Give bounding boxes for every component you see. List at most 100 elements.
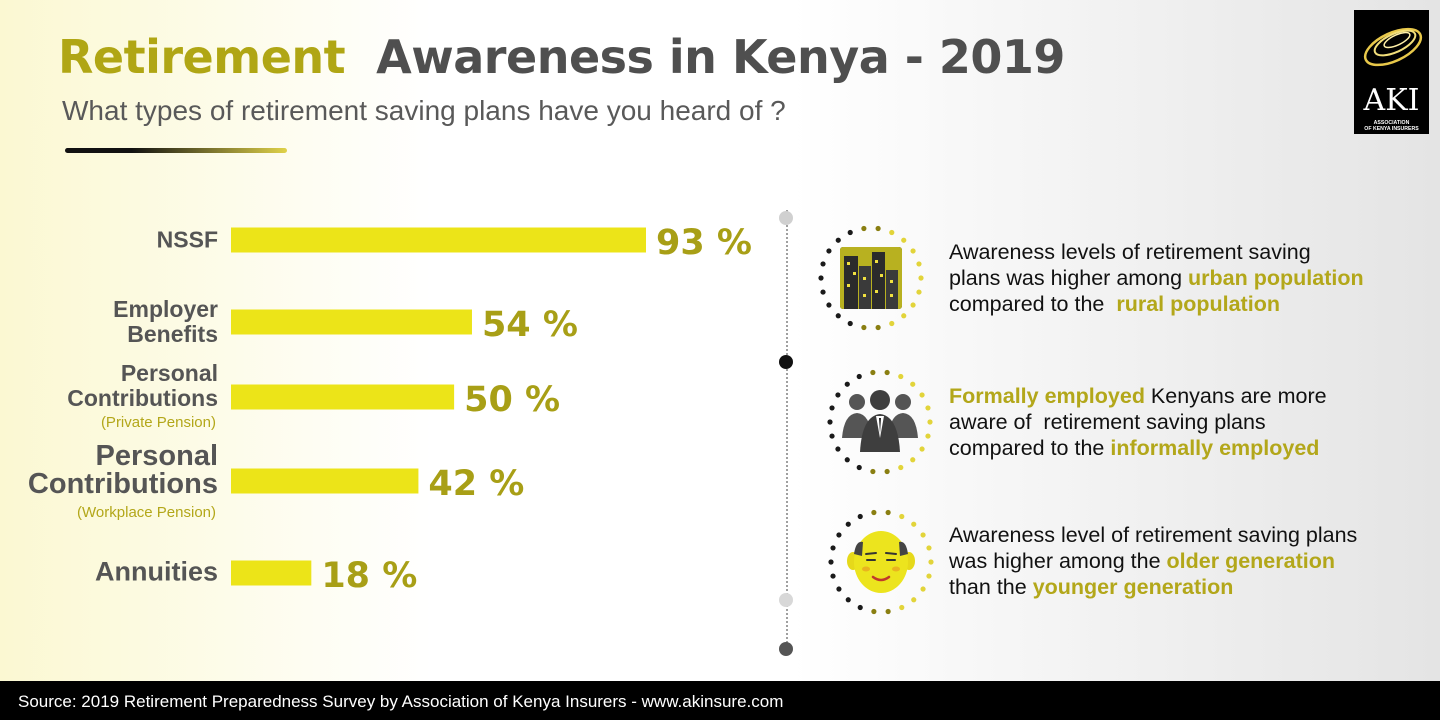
insight-text: Awareness level of retirement saving pla… bbox=[949, 523, 1358, 547]
insight-line: compared to the rural population bbox=[949, 291, 1429, 317]
ring-dot bbox=[830, 573, 836, 579]
ring-dot bbox=[847, 229, 853, 236]
ring-dot bbox=[820, 289, 826, 295]
ring-dot bbox=[898, 464, 904, 471]
insight-text: than the bbox=[949, 575, 1033, 599]
ring-dot bbox=[835, 392, 841, 398]
ring-dot bbox=[861, 225, 867, 232]
category-note-2: (Private Pension) bbox=[101, 414, 216, 431]
ring-dot bbox=[916, 261, 922, 267]
ring-dot bbox=[920, 586, 926, 592]
ring-dot bbox=[826, 248, 832, 254]
bar-4 bbox=[231, 560, 312, 586]
category-note-3: (Workplace Pension) bbox=[77, 504, 216, 521]
ring-dot bbox=[885, 608, 891, 615]
timeline-dot-3 bbox=[779, 593, 793, 607]
title-underline bbox=[65, 148, 287, 153]
ring-dot bbox=[926, 545, 932, 551]
ring-dot bbox=[835, 446, 841, 452]
category-label-1-1: Benefits bbox=[127, 321, 218, 347]
ring-dot bbox=[835, 237, 841, 243]
value-label-0: 93 % bbox=[656, 223, 752, 263]
ring-dot bbox=[925, 405, 931, 411]
insight-text: compared to the bbox=[949, 292, 1117, 316]
ring-dot bbox=[871, 509, 877, 516]
ring-dot bbox=[870, 369, 876, 376]
category-label-4-0: Annuities bbox=[95, 557, 218, 587]
ring-dot bbox=[844, 457, 850, 463]
category-label-2-0: Personal bbox=[121, 360, 218, 386]
ring-dot bbox=[898, 373, 904, 380]
ring-dot bbox=[856, 464, 862, 471]
value-label-4: 18 % bbox=[321, 556, 417, 596]
insight-text: plans was higher among bbox=[949, 266, 1189, 290]
footer-bar: Source: 2019 Retirement Preparedness Sur… bbox=[0, 681, 1440, 720]
ring-dot bbox=[884, 468, 890, 475]
insight-line: plans was higher among urban population bbox=[949, 265, 1429, 291]
ring-dot bbox=[889, 320, 895, 327]
ring-dot bbox=[925, 433, 931, 439]
ring-dot bbox=[847, 320, 853, 327]
ring-dot bbox=[829, 405, 835, 411]
category-label-0-0: NSSF bbox=[157, 227, 218, 253]
business-people-icon bbox=[827, 369, 933, 475]
insight-line: was higher among the older generation bbox=[949, 548, 1429, 574]
ring-dot bbox=[828, 559, 834, 565]
category-label-3-1: Contributions bbox=[28, 468, 218, 500]
ring-dot bbox=[845, 521, 851, 527]
ring-dot bbox=[901, 313, 907, 319]
ring-dot bbox=[830, 545, 836, 551]
ring-dot bbox=[911, 597, 917, 603]
ring-dot bbox=[871, 608, 877, 615]
timeline-line bbox=[786, 210, 790, 655]
insight-text: compared to the bbox=[949, 436, 1111, 460]
ring-dot bbox=[910, 457, 916, 463]
timeline-dot-2 bbox=[779, 355, 793, 369]
ring-dot bbox=[926, 573, 932, 579]
ring-dot bbox=[835, 313, 841, 319]
insight-line: Awareness levels of retirement saving bbox=[949, 239, 1429, 265]
ring-dot bbox=[875, 324, 881, 331]
insight-older-younger: Awareness level of retirement saving pla… bbox=[949, 522, 1429, 600]
ring-dot bbox=[899, 604, 905, 611]
category-label-2-1: Contributions bbox=[67, 385, 218, 411]
ring-dot bbox=[901, 237, 907, 243]
value-label-1: 54 % bbox=[482, 305, 578, 345]
ring-dot bbox=[820, 261, 826, 267]
value-label-2: 50 % bbox=[464, 380, 560, 420]
insight-highlight: informally employed bbox=[1110, 436, 1320, 460]
elderly-face-icon bbox=[828, 509, 934, 615]
aki-logo: AKI ASSOCIATION OF KENYA INSURERS bbox=[1354, 10, 1429, 134]
ring-dot bbox=[845, 597, 851, 603]
page-title: Retirement Awareness in Kenya - 2019 bbox=[58, 32, 1065, 83]
ring-dot bbox=[928, 559, 934, 565]
bar-1 bbox=[231, 309, 472, 335]
ring-dot bbox=[827, 419, 833, 425]
ring-dot bbox=[844, 381, 850, 387]
ring-dot bbox=[856, 373, 862, 380]
insight-line: Awareness level of retirement saving pla… bbox=[949, 522, 1429, 548]
value-label-3: 42 % bbox=[428, 464, 524, 504]
ring-dot bbox=[884, 369, 890, 376]
insight-text: was higher among the bbox=[949, 549, 1167, 573]
ring-dot bbox=[919, 392, 925, 398]
ring-dot bbox=[920, 532, 926, 538]
ring-dot bbox=[861, 324, 867, 331]
bar-0 bbox=[231, 227, 646, 253]
ring-dot bbox=[916, 289, 922, 295]
logo-subtext: ASSOCIATION OF KENYA INSURERS bbox=[1354, 120, 1429, 132]
ring-dot bbox=[818, 275, 824, 281]
title-word-awareness: Awareness in Kenya bbox=[376, 30, 890, 84]
insight-highlight: urban population bbox=[1188, 266, 1364, 290]
ring-dot bbox=[918, 275, 924, 281]
ring-dot bbox=[899, 513, 905, 520]
ring-dot bbox=[836, 586, 842, 592]
bar-3 bbox=[231, 468, 419, 494]
insight-text: Awareness levels of retirement saving bbox=[949, 240, 1311, 264]
source-note: Source: 2019 Retirement Preparedness Sur… bbox=[18, 692, 784, 711]
insight-text: aware of retirement saving plans bbox=[949, 410, 1266, 434]
ring-dot bbox=[889, 229, 895, 236]
ring-dot bbox=[829, 433, 835, 439]
category-label-1-0: Employer bbox=[113, 296, 218, 322]
